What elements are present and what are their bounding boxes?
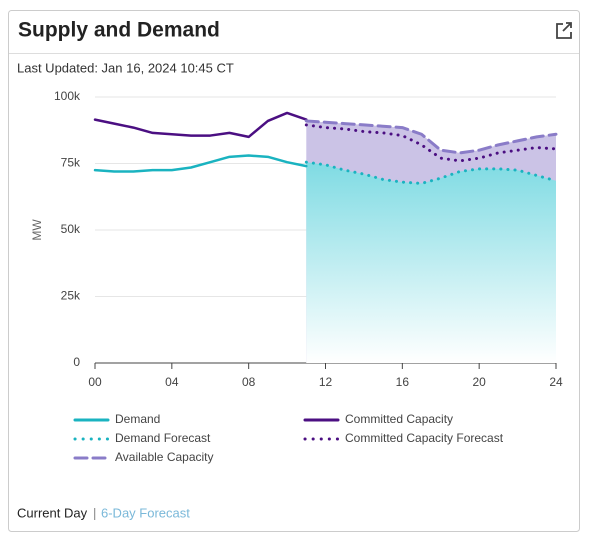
series-line [304,119,558,155]
legend-label: Committed Capacity Forecast [345,431,504,445]
legend-label: Demand [115,412,160,426]
current-day[interactable]: Current Day [17,505,88,520]
y-tick-label: 25k [61,289,81,303]
y-tick-label: 0 [73,355,80,369]
y-tick-label: 50k [61,222,81,236]
y-tick-label: 75k [61,156,81,170]
x-tick-label: 08 [242,375,256,389]
x-tick-label: 12 [319,375,333,389]
series-line [93,154,308,173]
forecast-link[interactable]: 6-Day Forecast [101,505,190,520]
x-tick-label: 20 [472,375,486,389]
series-line [304,160,558,185]
y-axis-label: MW [30,219,44,241]
y-tick-label: 100k [54,89,81,103]
legend-label: Committed Capacity [345,412,453,426]
legend-label: Demand Forecast [115,431,211,445]
x-tick-label: 00 [88,375,102,389]
last-updated: Last Updated: Jan 16, 2024 10:45 CT [17,60,234,75]
legend-label: Available Capacity [115,450,214,464]
series-line [93,111,308,139]
area-fill [306,162,556,363]
external-link-icon[interactable] [556,22,572,39]
x-tick-label: 16 [396,375,410,389]
x-tick-label: 04 [165,375,179,389]
series-line [304,123,558,163]
x-tick-label: 24 [549,375,563,389]
card-title: Supply and Demand [18,19,220,42]
card [8,10,580,532]
separator: | [93,505,96,520]
